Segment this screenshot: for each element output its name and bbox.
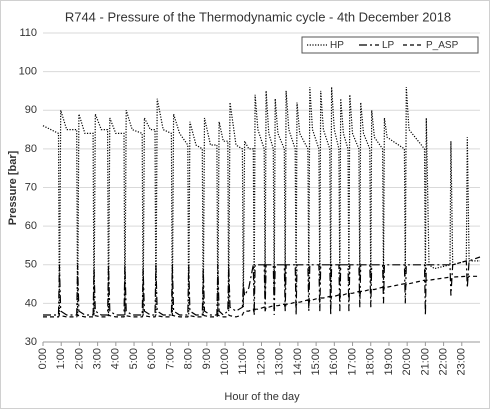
legend-label: LP (382, 40, 395, 51)
y-tick-label: 100 (19, 66, 37, 78)
x-tick-label: 22:00 (437, 348, 449, 376)
y-tick-label: 70 (25, 181, 37, 193)
x-tick-label: 5:00 (128, 348, 140, 369)
x-tick-label: 8:00 (183, 348, 195, 369)
x-tick-label: 2:00 (73, 348, 85, 369)
x-tick-label: 7:00 (164, 348, 176, 369)
x-tick-label: 11:00 (237, 348, 249, 375)
y-tick-label: 30 (25, 336, 37, 348)
x-tick-label: 21:00 (419, 348, 431, 376)
y-tick-label: 60 (25, 220, 37, 232)
series-line (42, 87, 480, 316)
x-tick-label: 9:00 (201, 348, 213, 369)
x-tick-label: 6:00 (146, 348, 158, 369)
x-tick-label: 17:00 (346, 348, 358, 376)
x-axis-label: Hour of the day (224, 391, 300, 403)
y-tick-label: 40 (25, 297, 37, 309)
series-line (43, 275, 480, 318)
x-tick-label: 14:00 (292, 348, 304, 376)
series-line (43, 256, 481, 316)
x-tick-label: 20:00 (401, 348, 413, 376)
x-tick-label: 16:00 (328, 348, 340, 376)
x-tick-label: 1:00 (55, 348, 67, 369)
legend-label: P_ASP (426, 40, 459, 51)
y-axis-label: Pressure [bar] (7, 150, 19, 225)
x-tick-label: 15:00 (310, 348, 322, 376)
x-tick-label: 19:00 (383, 348, 395, 376)
legend: HP LP P_ASP (301, 36, 479, 54)
y-tick-label: 90 (25, 104, 37, 116)
legend-box (301, 36, 479, 54)
legend-label: HP (330, 40, 344, 51)
x-tick-label: 0:00 (37, 348, 49, 369)
y-tick-label: 50 (25, 259, 37, 271)
x-tick-label: 3:00 (92, 348, 104, 369)
x-tick-label: 4:00 (110, 348, 122, 369)
y-tick-label: 80 (25, 143, 37, 155)
x-tick-label: 18:00 (365, 348, 377, 376)
x-tick-label: 12:00 (255, 348, 267, 376)
x-tick-label: 23:00 (456, 348, 468, 376)
x-tick-label: 13:00 (274, 348, 286, 376)
chart-title: R744 - Pressure of the Thermodynamic cyc… (65, 9, 451, 24)
y-tick-label: 110 (19, 27, 37, 39)
x-tick-label: 10:00 (219, 348, 231, 376)
